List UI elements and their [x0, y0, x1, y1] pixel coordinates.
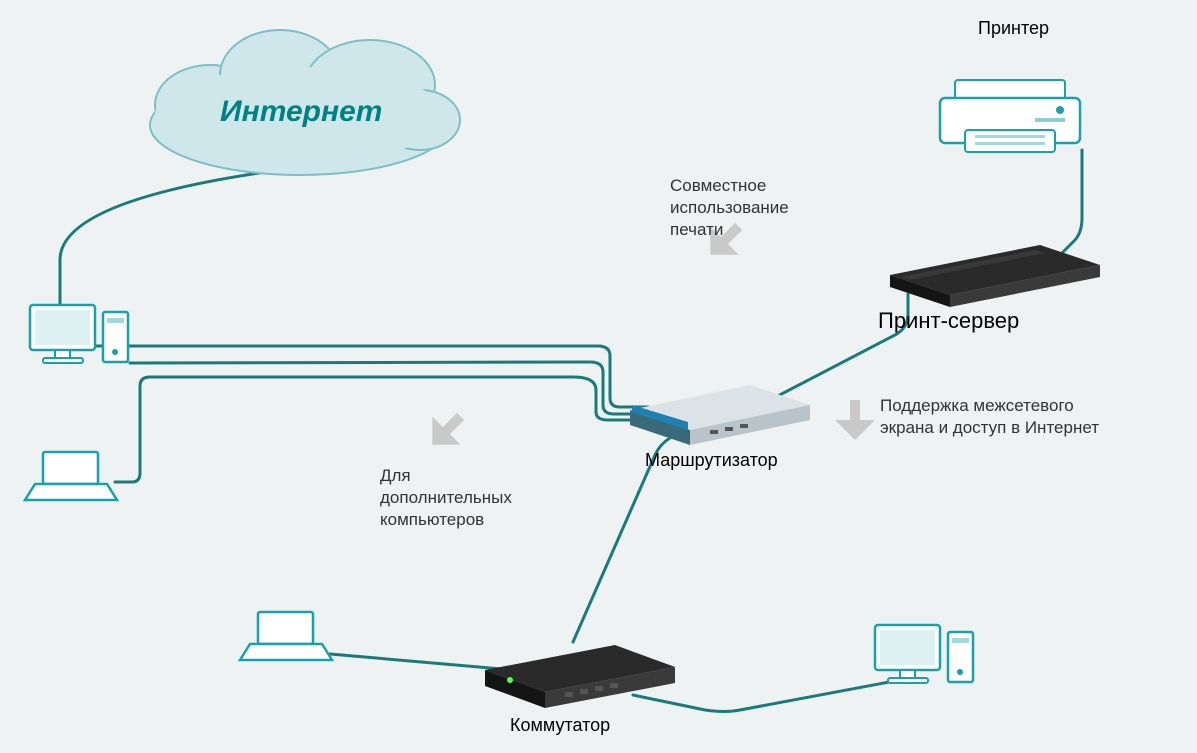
- cable: [1060, 150, 1082, 255]
- pc-bottom-right-icon: [875, 625, 973, 683]
- printer-label: Принтер: [978, 18, 1049, 39]
- print-server-label: Принт-сервер: [878, 308, 1019, 334]
- arrow-icon: [835, 400, 875, 440]
- annotation-firewall: Поддержка межсетевого экрана и доступ в …: [880, 395, 1099, 439]
- cable: [633, 680, 900, 712]
- router-label: Маршрутизатор: [645, 450, 778, 471]
- diagram-canvas: [0, 0, 1197, 753]
- cable: [330, 654, 513, 670]
- pc-top-left-icon: [30, 305, 128, 363]
- switch-label: Коммутатор: [510, 715, 610, 736]
- laptop-mid-left-icon: [25, 452, 117, 500]
- laptop-bottom-left-icon: [240, 612, 332, 660]
- arrow-icon: [418, 402, 475, 459]
- print-server-icon: [890, 245, 1100, 307]
- cable: [130, 362, 650, 414]
- arrows: [418, 212, 875, 459]
- cable: [60, 170, 648, 407]
- switch-icon: [485, 645, 675, 708]
- annotation-printing: Совместное использование печати: [670, 175, 789, 241]
- printer-icon: [940, 80, 1080, 152]
- cloud-label: Интернет: [220, 95, 382, 129]
- annotation-extra-pcs: Для дополнительных компьютеров: [380, 465, 512, 531]
- router-icon: [630, 385, 810, 445]
